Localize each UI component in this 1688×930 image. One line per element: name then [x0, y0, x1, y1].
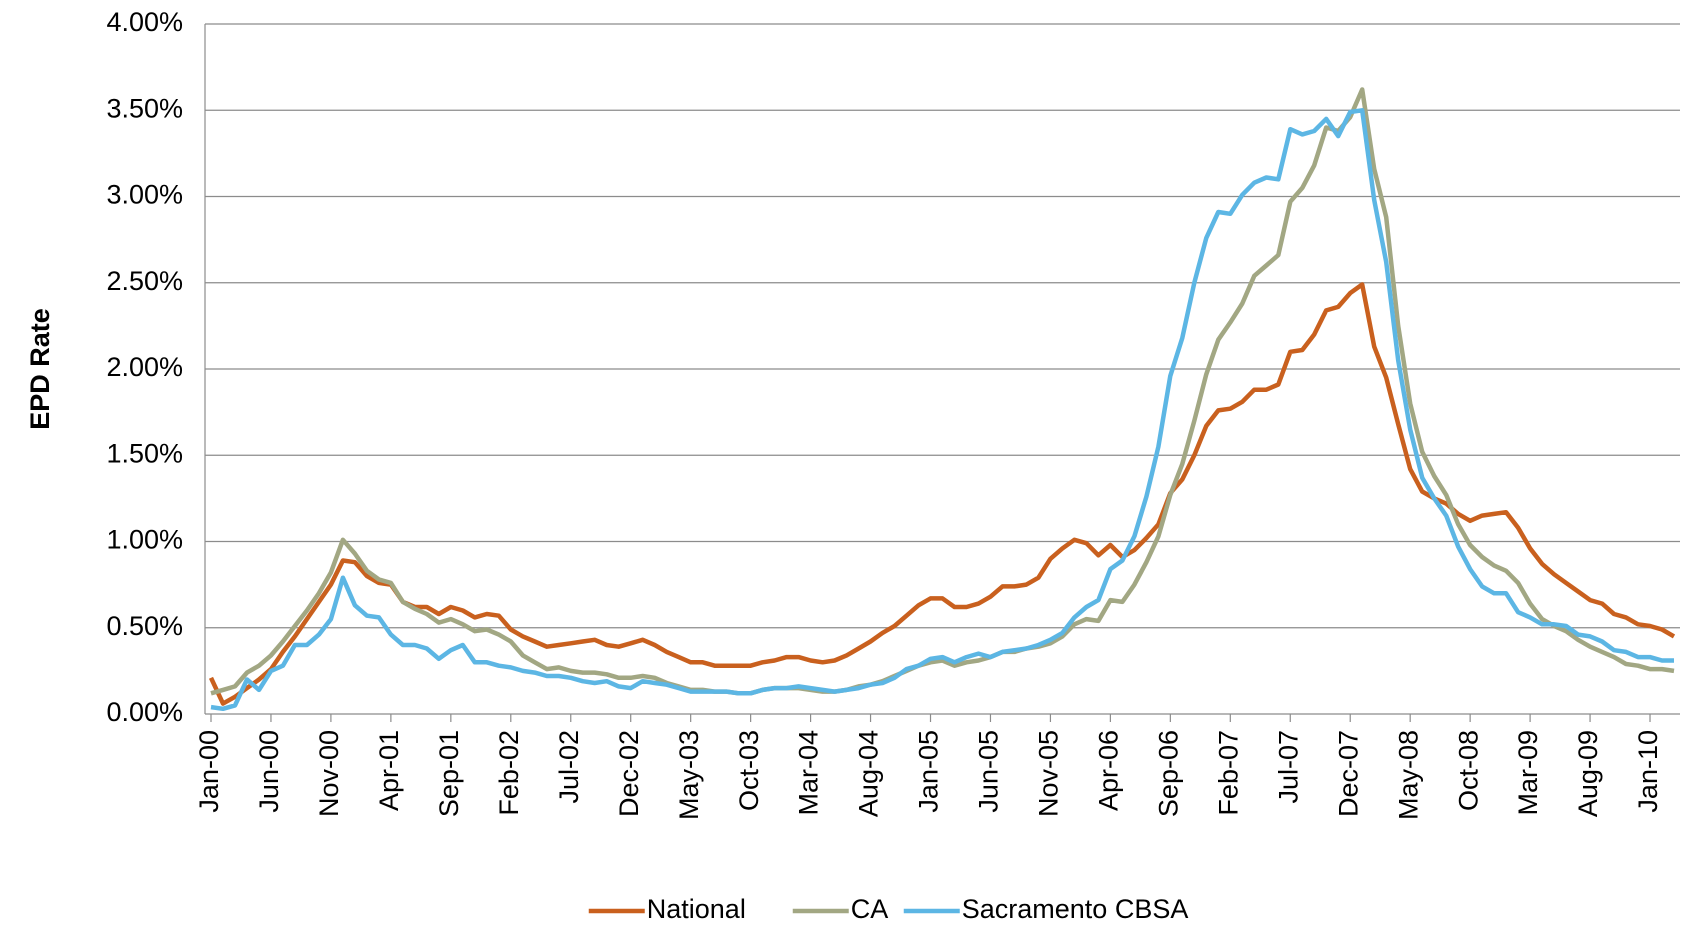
- x-tick-label: Jan-00: [194, 730, 224, 813]
- x-tick-label: Feb-02: [494, 730, 524, 816]
- series-line: [208, 282, 1676, 706]
- x-tick-label: May-08: [1393, 730, 1423, 820]
- x-tick-label: Aug-04: [854, 730, 884, 817]
- x-tick-label: Nov-00: [314, 730, 344, 817]
- x-tick-label: Mar-09: [1513, 730, 1543, 816]
- y-tick-label: 3.50%: [106, 93, 183, 123]
- y-tick-label: 1.50%: [106, 438, 183, 468]
- x-tick-label: May-03: [674, 730, 704, 820]
- x-tick-label: Oct-08: [1453, 730, 1483, 811]
- x-tick-label: Dec-07: [1333, 730, 1363, 817]
- x-tick-label: Jan-10: [1633, 730, 1663, 813]
- x-tick-label: Jan-05: [914, 730, 944, 813]
- x-tick-label: Sep-01: [434, 730, 464, 817]
- y-tick-label: 2.00%: [106, 352, 183, 382]
- y-tick-label: 1.00%: [106, 525, 183, 555]
- x-tick-label: Jul-02: [554, 730, 584, 804]
- y-axis-label: EPD Rate: [25, 308, 55, 430]
- x-tick-label: Apr-01: [374, 730, 404, 811]
- legend-label: CA: [851, 894, 889, 924]
- legend-label: Sacramento CBSA: [962, 894, 1189, 924]
- x-tick-label: Dec-02: [614, 730, 644, 817]
- y-tick-label: 0.00%: [106, 697, 183, 727]
- x-tick-label: Jun-05: [974, 730, 1004, 813]
- x-tick-label: Jul-07: [1273, 730, 1303, 804]
- x-tick-label: Nov-05: [1034, 730, 1064, 817]
- y-tick-label: 0.50%: [106, 611, 183, 641]
- legend-label: National: [647, 894, 746, 924]
- series-line: [210, 87, 1675, 696]
- x-tick-label: Oct-03: [734, 730, 764, 811]
- x-tick-label: Sep-06: [1153, 730, 1183, 817]
- x-tick-label: Feb-07: [1213, 730, 1243, 816]
- y-tick-label: 2.50%: [106, 266, 183, 296]
- x-tick-label: Jun-00: [254, 730, 284, 813]
- x-tick-label: Aug-09: [1573, 730, 1603, 817]
- y-tick-label: 4.00%: [106, 7, 183, 37]
- series-line: [210, 108, 1674, 712]
- y-tick-label: 3.00%: [106, 180, 183, 210]
- x-tick-label: Apr-06: [1094, 730, 1124, 811]
- x-tick-label: Mar-04: [794, 730, 824, 816]
